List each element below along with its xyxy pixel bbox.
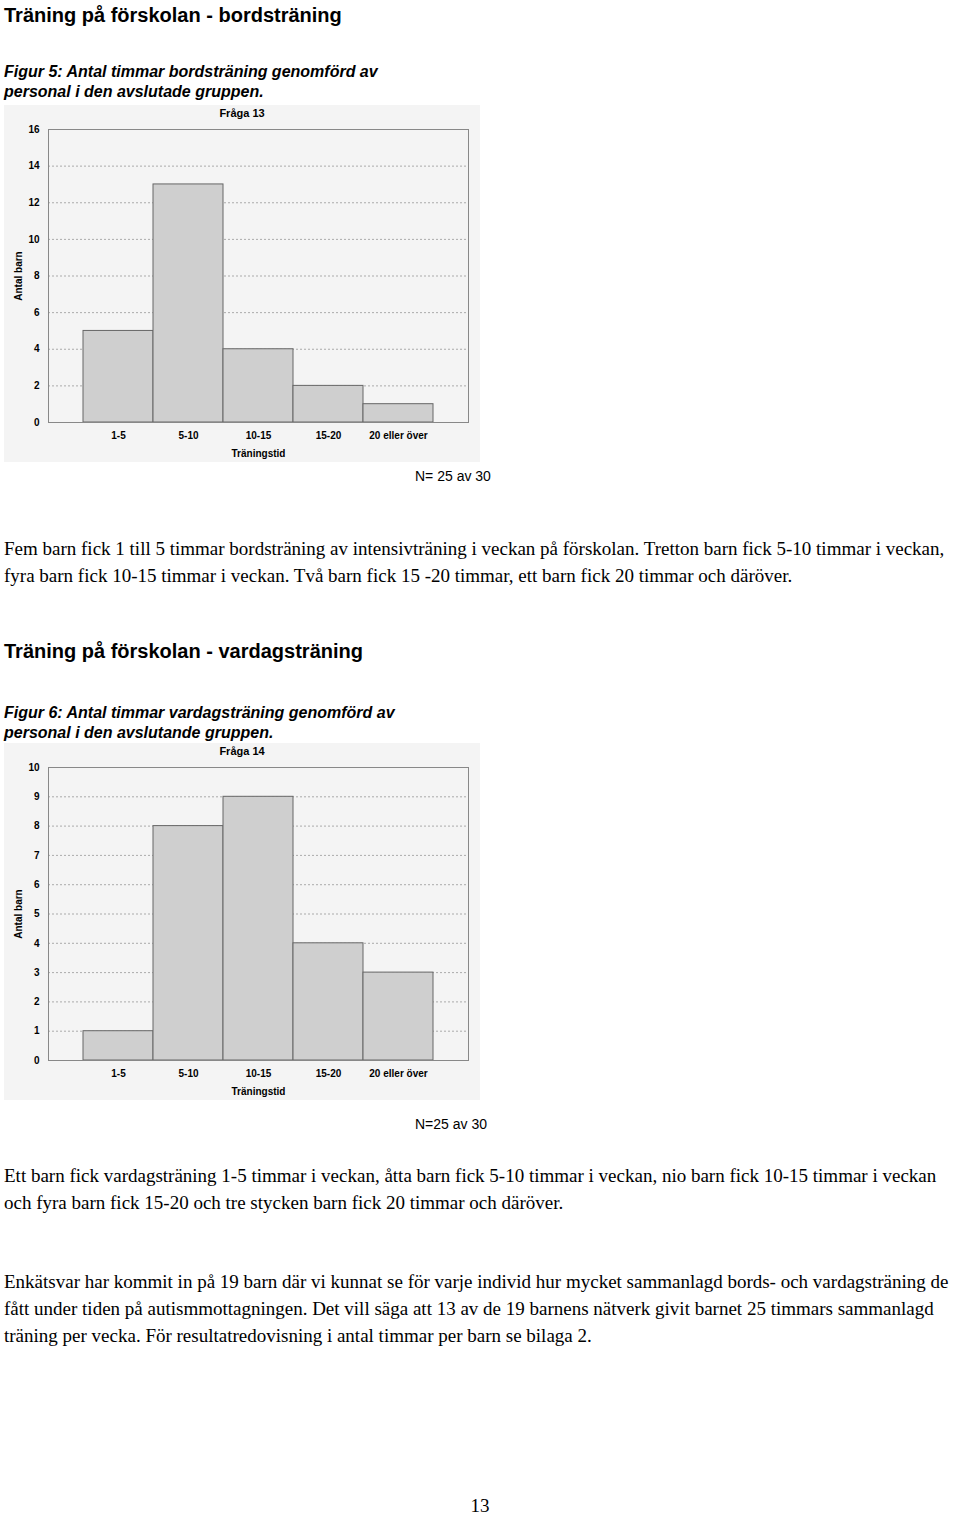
svg-text:6: 6 xyxy=(34,307,40,318)
html-text:Figur 5: Antal timmar bordsträ: Figur 5: Antal timmar bordsträning genom… xyxy=(4,63,378,100)
svg-text:1: 1 xyxy=(34,1025,40,1036)
svg-text:Träningstid: Träningstid xyxy=(232,1086,286,1097)
svg-text:Träningstid: Träningstid xyxy=(232,448,286,459)
svg-text:6: 6 xyxy=(34,879,40,890)
html-text:Fråga 14: Fråga 14 xyxy=(219,745,265,757)
svg-text:20 eller över: 20 eller över xyxy=(369,430,427,441)
svg-text:1-5: 1-5 xyxy=(111,430,126,441)
svg-text:2: 2 xyxy=(34,380,40,391)
html-text:Träning på förskolan - vardags: Träning på förskolan - vardagsträning xyxy=(4,640,363,662)
svg-text:10: 10 xyxy=(28,762,40,773)
html-text:N= 25 av 30: N= 25 av 30 xyxy=(415,468,491,484)
svg-text:10-15: 10-15 xyxy=(246,1068,272,1079)
html-text:Ett barn fick vardagsträning 1: Ett barn fick vardagsträning 1-5 timmar … xyxy=(4,1165,937,1213)
svg-text:15-20: 15-20 xyxy=(316,430,342,441)
html-text:Fem barn fick 1 till 5 timmar: Fem barn fick 1 till 5 timmar bordsträni… xyxy=(4,538,945,586)
svg-text:8: 8 xyxy=(34,820,40,831)
svg-text:4: 4 xyxy=(34,938,40,949)
svg-text:4: 4 xyxy=(34,343,40,354)
svg-text:7: 7 xyxy=(34,850,40,861)
html-text:N=25 av 30: N=25 av 30 xyxy=(415,1116,487,1132)
svg-text:5: 5 xyxy=(34,908,40,919)
svg-text:5-10: 5-10 xyxy=(178,430,198,441)
svg-text:Antal barn: Antal barn xyxy=(13,889,24,938)
html-text:Fråga 13: Fråga 13 xyxy=(219,107,265,119)
svg-text:12: 12 xyxy=(28,197,40,208)
html-text:Enkätsvar har kommit in på 19: Enkätsvar har kommit in på 19 barn där v… xyxy=(4,1271,949,1346)
svg-text:10: 10 xyxy=(28,234,40,245)
svg-text:2: 2 xyxy=(34,996,40,1007)
svg-text:Antal barn: Antal barn xyxy=(13,251,24,300)
svg-text:10-15: 10-15 xyxy=(246,430,272,441)
svg-text:0: 0 xyxy=(34,417,40,428)
svg-text:0: 0 xyxy=(34,1055,40,1066)
html-text:13: 13 xyxy=(470,1495,490,1516)
svg-text:5-10: 5-10 xyxy=(178,1068,198,1079)
svg-text:15-20: 15-20 xyxy=(316,1068,342,1079)
html-text:Figur 6: Antal timmar vardagst: Figur 6: Antal timmar vardagsträning gen… xyxy=(4,704,395,741)
svg-text:9: 9 xyxy=(34,791,40,802)
svg-text:20 eller över: 20 eller över xyxy=(369,1068,427,1079)
svg-text:8: 8 xyxy=(34,270,40,281)
svg-text:3: 3 xyxy=(34,967,40,978)
svg-text:1-5: 1-5 xyxy=(111,1068,126,1079)
svg-text:14: 14 xyxy=(28,160,40,171)
svg-text:16: 16 xyxy=(28,124,40,135)
html-text:Träning på förskolan - bordstr: Träning på förskolan - bordsträning xyxy=(4,4,342,26)
